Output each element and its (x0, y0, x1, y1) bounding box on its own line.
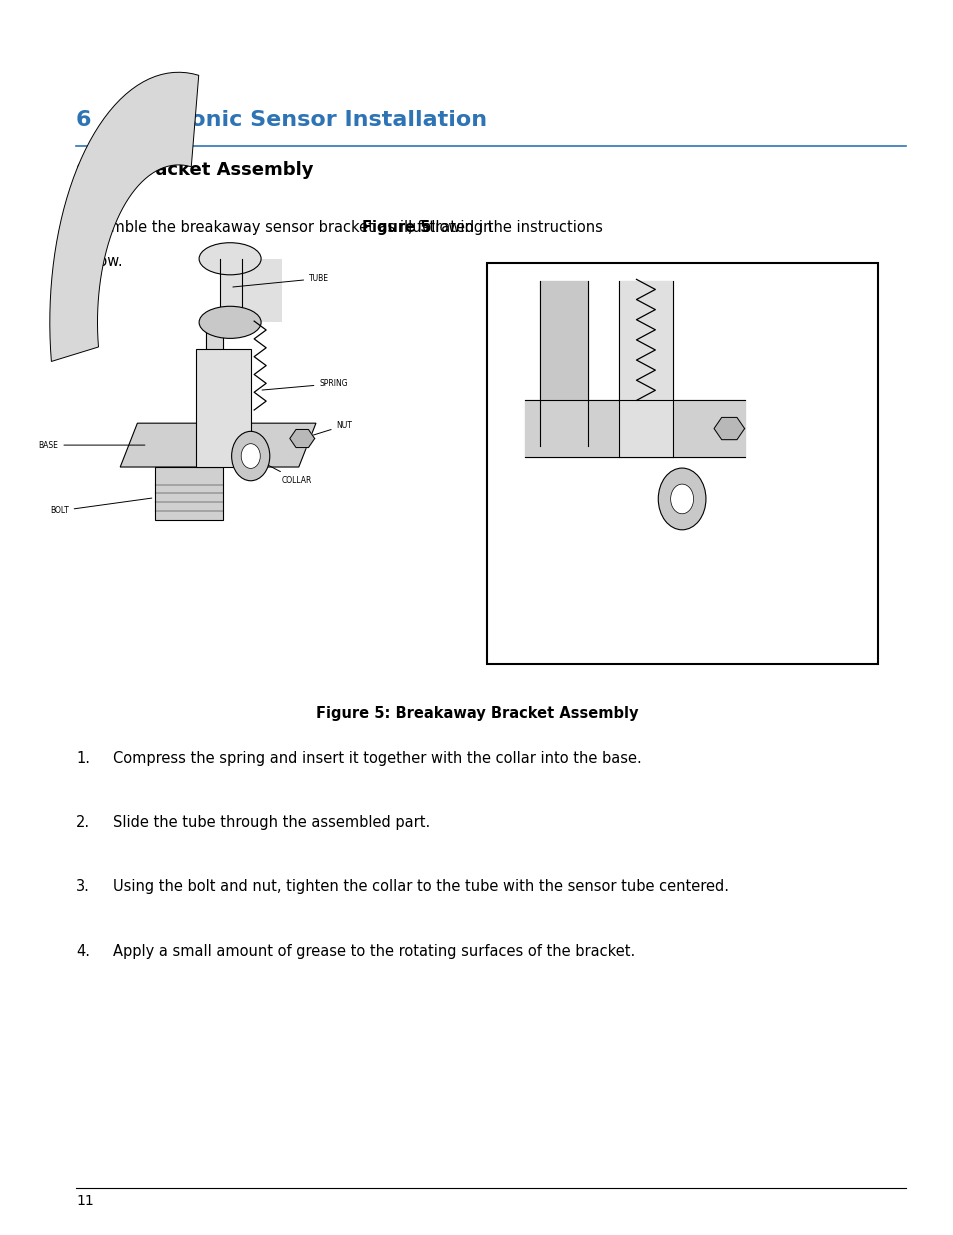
Circle shape (232, 431, 270, 480)
Text: Apply a small amount of grease to the rotating surfaces of the bracket.: Apply a small amount of grease to the ro… (112, 944, 634, 958)
Text: NUT: NUT (305, 421, 352, 437)
Text: 4.: 4. (76, 944, 91, 958)
Text: 2.: 2. (76, 815, 91, 830)
Text: Compress the spring and insert it together with the collar into the base.: Compress the spring and insert it togeth… (112, 751, 640, 766)
Text: COLLAR: COLLAR (689, 519, 781, 567)
Polygon shape (290, 430, 314, 447)
Bar (486, 263, 877, 664)
Circle shape (241, 443, 260, 468)
Text: Figure 5: Breakaway Bracket Assembly: Figure 5: Breakaway Bracket Assembly (315, 706, 638, 721)
Ellipse shape (199, 306, 261, 338)
Text: below.: below. (76, 254, 123, 269)
Text: Using the bolt and nut, tighten the collar to the tube with the sensor tube cent: Using the bolt and nut, tighten the coll… (112, 879, 728, 894)
Text: 3.: 3. (76, 879, 91, 894)
Text: TUBE: TUBE (233, 274, 329, 287)
Polygon shape (195, 348, 251, 467)
Text: Slide the tube through the assembled part.: Slide the tube through the assembled par… (112, 815, 430, 830)
Text: Assemble the breakaway sensor bracket as illustrated in: Assemble the breakaway sensor bracket as… (76, 220, 497, 235)
Text: 6.1    Bracket Assembly: 6.1 Bracket Assembly (76, 161, 314, 179)
Polygon shape (120, 424, 315, 467)
Text: NUT: NUT (731, 410, 807, 429)
Circle shape (670, 484, 693, 514)
Circle shape (658, 468, 705, 530)
Text: SPRING: SPRING (658, 326, 780, 374)
Polygon shape (713, 417, 743, 440)
Text: , following the instructions: , following the instructions (408, 220, 602, 235)
Text: BOLT: BOLT (50, 498, 152, 515)
Polygon shape (154, 467, 223, 520)
Text: SPRING: SPRING (262, 379, 348, 390)
Text: 1.: 1. (76, 751, 91, 766)
Text: COLLAR: COLLAR (253, 457, 312, 484)
Text: BASE: BASE (38, 441, 145, 450)
Text: Figure 5: Figure 5 (362, 220, 430, 235)
Ellipse shape (199, 243, 261, 275)
Polygon shape (50, 73, 198, 362)
Text: 6   Ultrasonic Sensor Installation: 6 Ultrasonic Sensor Installation (76, 110, 487, 130)
Text: 11: 11 (76, 1194, 94, 1208)
Bar (219, 259, 281, 322)
